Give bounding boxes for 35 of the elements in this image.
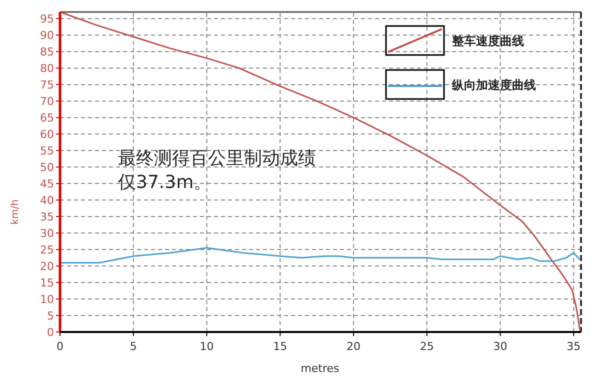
line-series xyxy=(59,247,580,264)
y-tick-label: 30 xyxy=(40,227,54,240)
y-tick-label: 85 xyxy=(40,46,54,59)
x-axis-title: metres xyxy=(300,362,340,375)
y-tick-label: 15 xyxy=(40,276,54,290)
y-tick-label: 90 xyxy=(40,29,54,42)
y-tick-label: 55 xyxy=(40,144,54,158)
y-axis-title: km/h xyxy=(10,199,21,225)
y-tick-label: 60 xyxy=(40,128,54,142)
y-tick-label: 0 xyxy=(47,326,54,339)
y-tick-label: 10 xyxy=(40,293,54,306)
y-tick-label: 70 xyxy=(40,95,54,108)
legend-label: 整车速度曲线 xyxy=(451,34,524,48)
x-tick-label: 20 xyxy=(346,340,361,353)
y-tick-label: 45 xyxy=(40,178,54,191)
x-tick-label: 25 xyxy=(420,340,434,353)
y-tick-label: 35 xyxy=(40,210,54,224)
y-tick-label: 5 xyxy=(47,310,54,323)
annotation: 最终测得百公里制动成绩仅37.3m。 xyxy=(118,148,316,193)
x-tick-label: 35 xyxy=(566,340,581,353)
y-tick-label: 20 xyxy=(40,260,54,274)
y-tick-label: 75 xyxy=(40,78,54,92)
y-tick-label: 80 xyxy=(40,62,54,76)
legend-label: 纵向加速度曲线 xyxy=(451,78,536,92)
x-tick-label: 15 xyxy=(273,340,288,353)
x-tick-label: 30 xyxy=(493,340,508,353)
y-tick-label: 50 xyxy=(40,161,54,174)
x-tick-label: 0 xyxy=(56,340,64,353)
y-tick-label: 95 xyxy=(40,12,54,26)
y-tick-label: 65 xyxy=(40,112,54,125)
y-tick-label: 25 xyxy=(40,244,54,257)
x-tick-label: 5 xyxy=(130,340,137,353)
y-tick-label: 40 xyxy=(40,194,54,208)
line-series xyxy=(59,11,582,333)
x-tick-label: 10 xyxy=(200,340,214,353)
